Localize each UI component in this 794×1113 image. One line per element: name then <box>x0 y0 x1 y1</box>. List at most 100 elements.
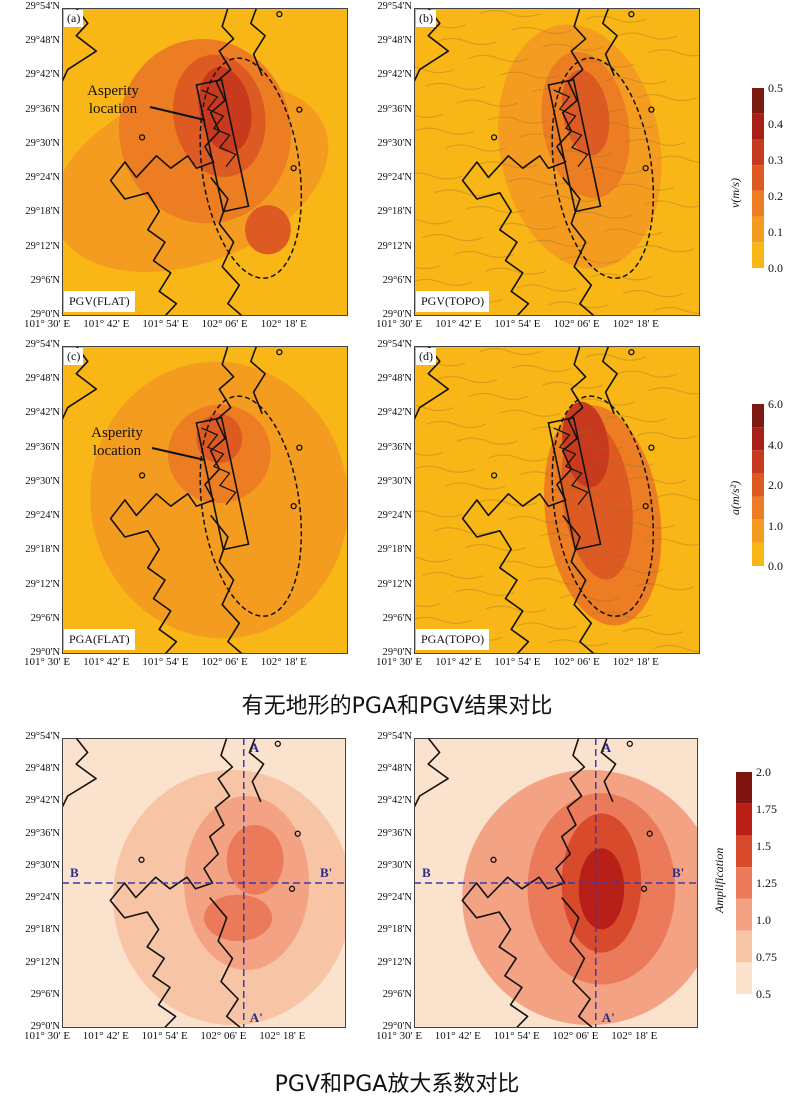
intensity-patch <box>578 848 625 930</box>
y-tick-label: 29°42'N <box>25 69 60 81</box>
fault-plane <box>195 416 250 551</box>
asperity-marker <box>201 89 237 167</box>
terrain-shade <box>445 482 506 490</box>
terrain-shade <box>531 426 592 434</box>
terrain-shade <box>548 639 609 647</box>
colorbar-tick: 0.3 <box>768 153 783 167</box>
x-tick-label: 102° 06' E <box>553 656 600 668</box>
terrain-shade <box>436 38 498 46</box>
terrain-shade <box>559 256 621 264</box>
colorbar-segment <box>752 473 764 497</box>
terrain-contour <box>109 8 235 316</box>
terrain-shade <box>605 415 666 423</box>
intensity-patch <box>198 66 252 153</box>
section-label: A <box>249 740 260 755</box>
terrain-shade <box>616 32 678 40</box>
panel-tag: (a) <box>64 10 84 27</box>
terrain-shade <box>414 127 475 135</box>
terrain-shade <box>499 71 561 79</box>
intensity-patch <box>226 825 284 895</box>
fault-plane <box>547 78 602 213</box>
terrain-contour <box>248 738 265 803</box>
terrain-shade <box>425 82 486 90</box>
terrain-shade <box>456 437 518 445</box>
terrain-shade <box>436 376 498 384</box>
terrain-contour <box>62 738 97 808</box>
terrain-contour <box>138 134 146 141</box>
y-tick-label: 29°24'N <box>377 892 412 904</box>
terrain-contour <box>640 885 648 892</box>
terrain-contour <box>414 346 450 421</box>
y-tick-label: 29°0'N <box>382 309 412 320</box>
annotation-line: Asperity <box>91 425 143 441</box>
terrain-contour <box>600 738 617 803</box>
terrain-shade <box>542 43 603 51</box>
terrain-shade <box>602 228 664 236</box>
terrain-contour <box>602 346 618 415</box>
x-tick-label: 101° 30' E <box>24 656 71 668</box>
x-tick-label: 101° 30' E <box>376 656 423 668</box>
section-label: B <box>70 865 79 880</box>
y-tick-label: 29°24'N <box>377 172 412 184</box>
terrain-shade <box>425 420 486 428</box>
terrain-shade <box>542 381 603 389</box>
x-tick-label: 101° 30' E <box>376 1030 423 1042</box>
terrain-shade <box>453 250 515 258</box>
terrain-contour <box>626 740 633 747</box>
y-tick-label: 29°0'N <box>382 1021 412 1032</box>
panel-tag: (c) <box>64 348 84 365</box>
y-tick-label: 29°12'N <box>25 578 60 590</box>
terrain-shade <box>488 116 549 124</box>
terrain-shade <box>605 77 666 85</box>
terrain-contour <box>562 176 595 316</box>
y-tick-label: 29°12'N <box>25 240 60 252</box>
y-tick-label: 29°54'N <box>377 1 412 12</box>
colorbar-title: a(m/s²) <box>728 480 742 515</box>
terrain-shade <box>625 476 686 484</box>
y-tick-label: 29°30'N <box>377 475 412 487</box>
terrain-contour <box>210 514 243 654</box>
y-tick-label: 29°30'N <box>25 475 60 487</box>
terrain-contour <box>138 472 146 479</box>
terrain-shade <box>468 54 529 62</box>
y-tick-label: 29°36'N <box>377 827 412 839</box>
colorbar <box>752 404 764 566</box>
asperity-marker <box>553 427 589 505</box>
section-label: B' <box>320 865 333 880</box>
fault-plane <box>195 78 250 213</box>
terrain-shade <box>496 560 558 568</box>
y-tick-label: 29°42'N <box>377 795 412 807</box>
colorbar-tick: 0.1 <box>768 225 783 239</box>
terrain-shade <box>656 493 700 501</box>
terrain-contour <box>490 856 497 863</box>
terrain-shade <box>571 211 632 219</box>
y-tick-label: 29°18'N <box>377 544 412 556</box>
terrain-shade <box>476 499 538 507</box>
terrain-contour <box>250 346 266 415</box>
terrain-shade <box>433 189 495 197</box>
terrain-shade <box>614 183 675 191</box>
colorbar <box>752 88 764 268</box>
intensity-patch <box>245 205 291 255</box>
terrain-contour <box>628 349 635 356</box>
y-tick-label: 29°24'N <box>377 510 412 522</box>
terrain-contour <box>414 738 449 808</box>
terrain-contour <box>490 134 498 141</box>
terrain-shade <box>582 166 643 174</box>
terrain-shade <box>634 583 695 591</box>
amplification-zone <box>199 395 303 617</box>
colorbar-segment <box>752 496 764 520</box>
terrain-contour <box>648 444 655 451</box>
terrain-shade <box>559 594 621 602</box>
terrain-shade <box>602 566 664 574</box>
terrain-shade <box>573 60 635 68</box>
y-tick-label: 29°48'N <box>25 35 60 47</box>
terrain-contour <box>628 11 635 18</box>
x-tick-label: 101° 54' E <box>142 656 189 668</box>
terrain-shade <box>622 290 684 298</box>
x-tick-label: 101° 54' E <box>494 656 541 668</box>
terrain-shade <box>453 588 515 596</box>
section-label: B <box>422 865 431 880</box>
terrain-shade <box>468 392 529 400</box>
colorbar-segment <box>752 519 764 543</box>
